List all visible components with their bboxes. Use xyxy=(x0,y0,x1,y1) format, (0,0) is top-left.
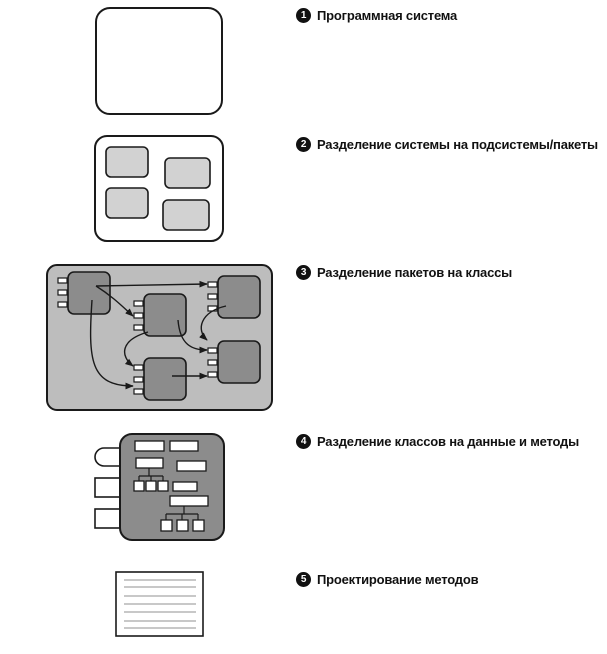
package-box xyxy=(162,199,210,231)
step-label: 3 Разделение пакетов на классы xyxy=(296,265,512,280)
step-number-badge: 2 xyxy=(296,137,311,152)
step-text: Разделение системы на подсистемы/пакеты xyxy=(317,137,598,152)
step-number-badge: 4 xyxy=(296,434,311,449)
package-box xyxy=(105,187,149,219)
step-text: Программная система xyxy=(317,8,458,23)
step-label: 4 Разделение классов на данные и методы xyxy=(296,434,579,449)
package-box xyxy=(105,146,149,178)
class-box xyxy=(133,293,187,337)
class-dependency-arrows xyxy=(89,280,227,390)
step-text: Проектирование методов xyxy=(317,572,479,587)
document-lines xyxy=(124,579,196,629)
method-document xyxy=(115,571,204,637)
class-box xyxy=(133,357,187,401)
field-connectors xyxy=(138,468,199,520)
step-text: Разделение пакетов на классы xyxy=(317,265,513,280)
method-handle xyxy=(94,477,122,498)
software-system-box xyxy=(95,7,223,115)
method-handle xyxy=(94,508,122,529)
class-internals-diagram xyxy=(94,433,225,541)
step-number-badge: 5 xyxy=(296,572,311,587)
package-box xyxy=(164,157,211,189)
step-text: Разделение классов на данные и методы xyxy=(317,434,580,449)
step-number-badge: 1 xyxy=(296,8,311,23)
method-handle xyxy=(94,447,120,467)
data-fields xyxy=(133,440,209,532)
step-number-badge: 3 xyxy=(296,265,311,280)
class-box xyxy=(207,275,261,319)
step-label: 5 Проектирование методов xyxy=(296,572,479,587)
subsystems-diagram xyxy=(94,135,224,242)
classes-diagram xyxy=(46,264,273,411)
step-label: 2 Разделение системы на подсистемы/пакет… xyxy=(296,137,598,152)
class-box xyxy=(57,271,111,315)
class-box xyxy=(207,340,261,384)
step-label: 1 Программная система xyxy=(296,8,457,23)
